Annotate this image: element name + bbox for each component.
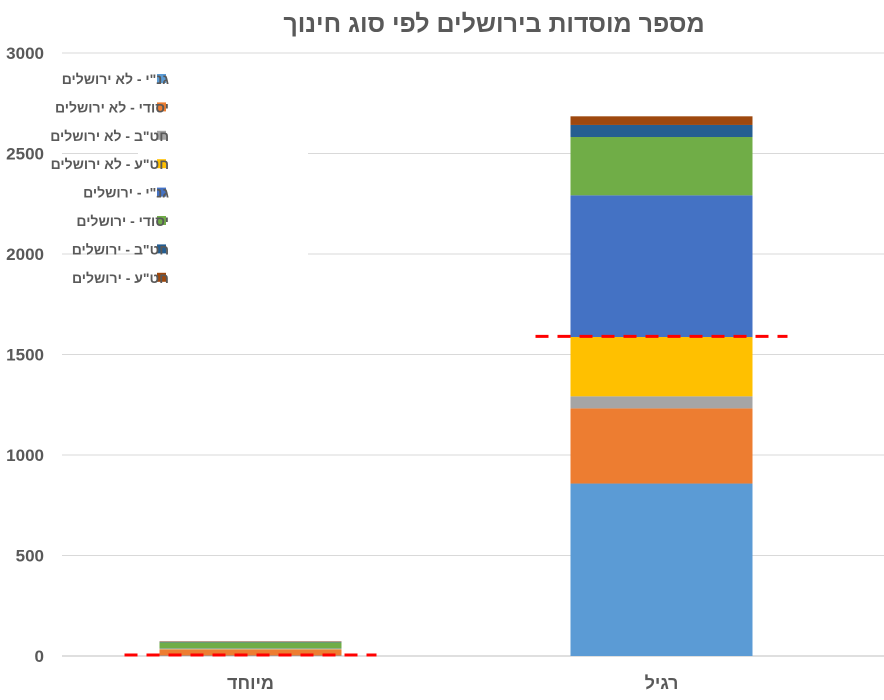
legend-label: חט"ב - ירושלים <box>72 241 169 257</box>
legend-swatch <box>157 74 166 83</box>
y-tick-label: 0 <box>35 647 44 666</box>
chart-title: מספר מוסדות בירושלים לפי סוג חינוך <box>283 10 704 38</box>
legend-swatch <box>157 244 166 254</box>
legend-label: חט"ב - לא ירושלים <box>50 128 169 144</box>
legend-swatch <box>157 272 166 282</box>
y-tick-label: 500 <box>16 547 44 566</box>
bar-segment <box>159 649 342 656</box>
y-tick-label: 3000 <box>6 44 44 63</box>
y-tick-label: 2500 <box>6 145 44 164</box>
bar-segment <box>159 642 342 649</box>
legend-swatch <box>157 130 166 140</box>
legend-swatch <box>157 187 166 197</box>
legend-label: חט"ע - ירושלים <box>72 270 169 286</box>
y-tick-label: 1000 <box>6 446 44 465</box>
bar-segment <box>570 124 753 138</box>
bar-segment <box>570 483 753 656</box>
x-axis-categories: מיוחד רגיל <box>227 673 678 693</box>
legend-label: יסודי - ירושלים <box>76 213 169 229</box>
legend-background <box>138 64 308 294</box>
y-tick-label: 1500 <box>6 346 44 365</box>
legend: גנ"י - לא ירושלים יסודי - לא ירושלים חט"ב … <box>50 64 308 294</box>
bar-segment <box>570 396 753 409</box>
x-category-label: מיוחד <box>227 673 274 693</box>
bars <box>159 116 753 656</box>
legend-label: גנ"י - לא ירושלים <box>62 71 170 87</box>
bar-segment <box>570 116 753 125</box>
legend-swatch <box>157 159 166 169</box>
bar-segment <box>570 408 753 484</box>
legend-swatch <box>157 102 166 112</box>
legend-label: גנ"י - ירושלים <box>83 185 169 201</box>
reference-lines <box>124 334 788 657</box>
legend-swatch <box>157 216 166 225</box>
y-axis-ticks: 0 500 1000 1500 2000 2500 3000 <box>6 44 44 666</box>
bar-segment <box>570 137 753 196</box>
bar-segment <box>570 337 753 397</box>
x-category-label: רגיל <box>645 673 679 693</box>
legend-label: חט"ע - לא ירושלים <box>51 156 169 172</box>
legend-label: יסודי - לא ירושלים <box>55 99 169 115</box>
y-tick-label: 2000 <box>6 245 44 264</box>
bar-segment <box>570 195 753 338</box>
bar-segment <box>159 641 342 643</box>
